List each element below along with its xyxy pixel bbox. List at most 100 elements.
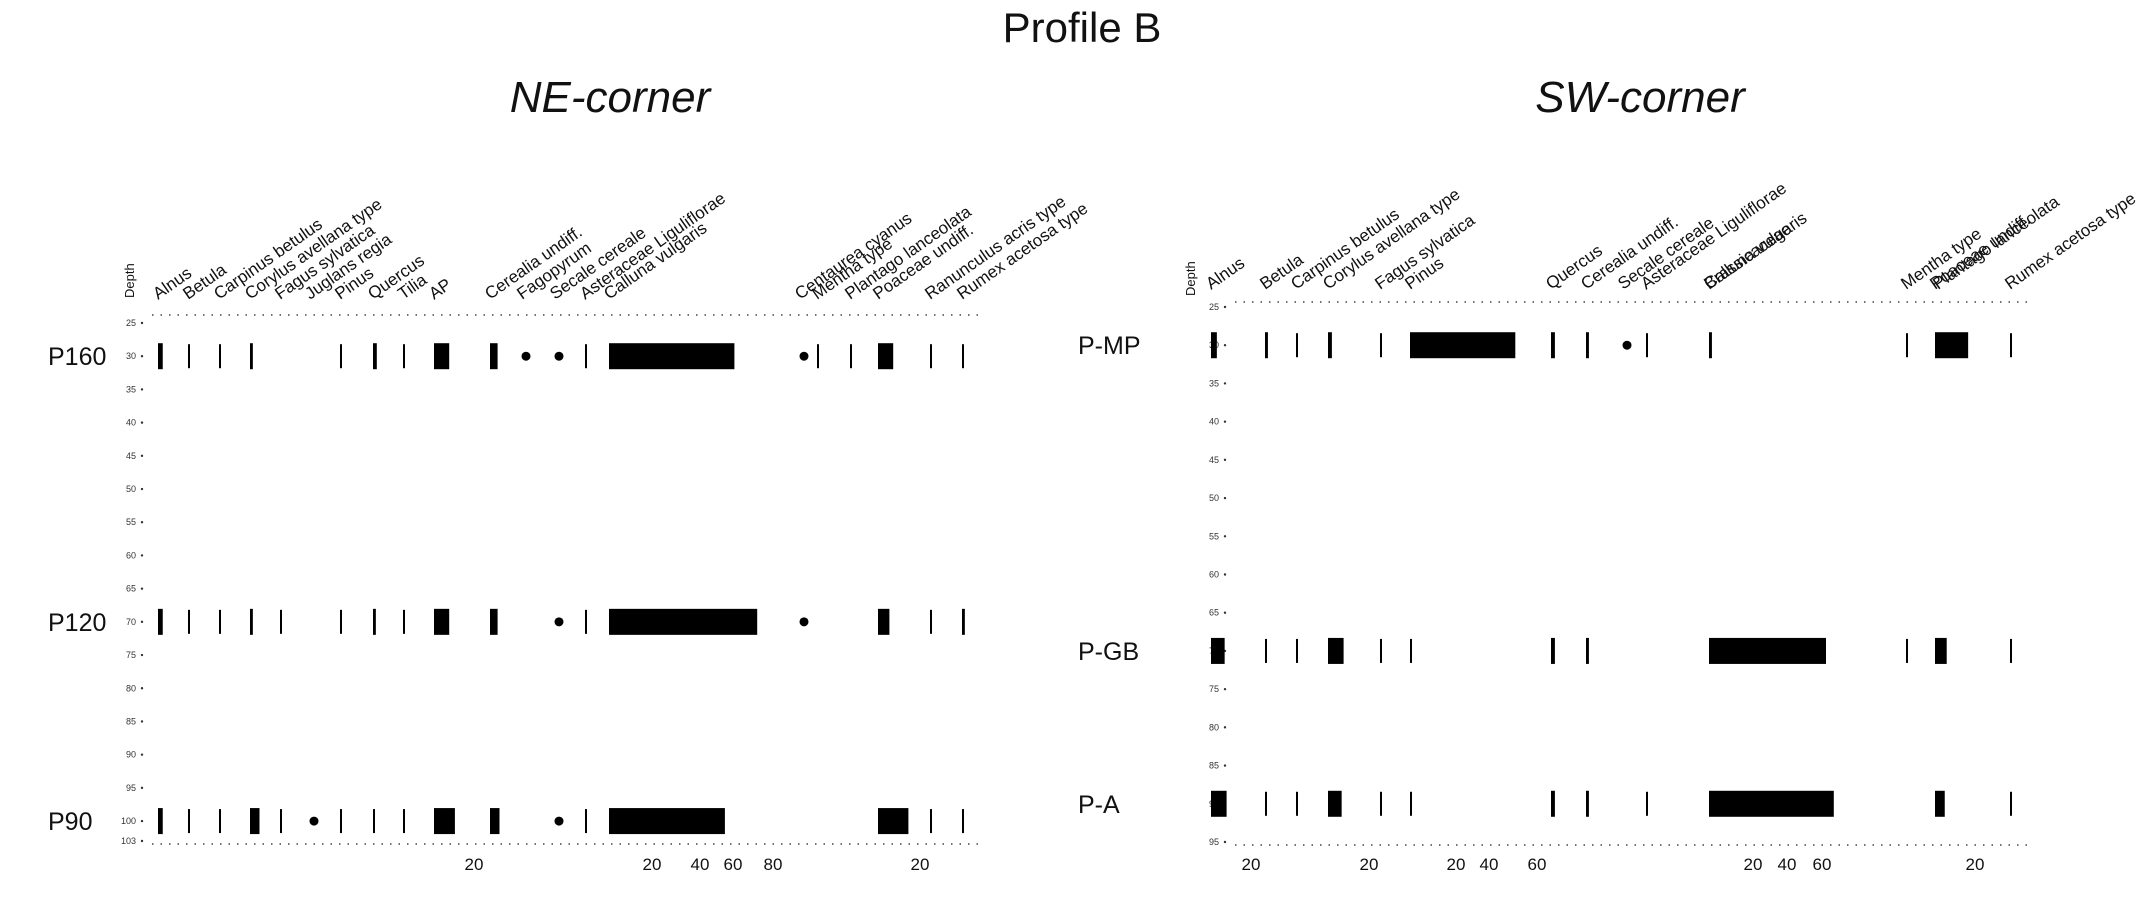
depth-tick-mark: [1223, 611, 1227, 614]
depth-tick-mark: [1223, 764, 1227, 767]
bar-p-mp-fagus-sylvatica: [1380, 333, 1382, 358]
depth-tick-mark: [1223, 382, 1227, 385]
bar-p90-calluna-vulgaris: [609, 808, 725, 835]
bar-p-a-rumex-acetosa-type: [2010, 791, 2012, 816]
ne-corner-panel: Depth 25 30 35 40 45 50 55 60 65 70 75 80 85 90 95 100 10…: [48, 189, 1091, 874]
depth-tick-label: 55: [1209, 531, 1219, 541]
bar-p120-ap: [434, 608, 450, 635]
bar-p160-quercus: [373, 343, 377, 370]
depth-tick-label: 35: [1209, 378, 1219, 388]
scale-label: 60: [724, 855, 743, 874]
bar-p90-juglans-regia-dot: [309, 816, 319, 826]
bar-p-a-cerealia-undiff: [1586, 790, 1589, 817]
depth-tick-mark: [1223, 496, 1227, 500]
depth-tick-label: 75: [126, 650, 136, 660]
depth-tick-label: 95: [1209, 837, 1219, 847]
depth-tick-label: 40: [1209, 417, 1219, 427]
bar-p-gb-mentha-type: [1906, 638, 1908, 663]
depth-axis-label: Depth: [1183, 261, 1198, 296]
bar-p90-poaceae-undiff: [878, 808, 909, 835]
bar-p160-mentha-type: [817, 344, 819, 369]
bar-p-mp-quercus: [1551, 332, 1555, 359]
bar-p90-ap: [434, 808, 455, 835]
depth-tick-mark: [140, 521, 144, 524]
bar-p120-cerealia-undiff: [490, 608, 498, 635]
bar-p-a-pinus: [1410, 791, 1412, 816]
depth-tick-mark: [1223, 573, 1227, 576]
taxon-label-asteraceae-liguliflorae: Asteraceae Liguliflorae: [576, 189, 729, 304]
depth-tick-label: 90: [126, 750, 136, 760]
depth-tick-mark: [140, 753, 144, 756]
depth-tick-label: 50: [126, 484, 136, 494]
depth-tick-mark: [1223, 840, 1227, 844]
bar-p160-cerealia-undiff: [490, 343, 498, 370]
depth-tick-label: 60: [126, 550, 136, 560]
bar-p-mp-carpinus-betulus: [1296, 333, 1298, 358]
bar-p-a-poaceae-undiff: [1935, 790, 1945, 817]
bar-p-a-betula: [1265, 791, 1267, 816]
bar-p-gb-pinus: [1410, 638, 1412, 663]
bar-p90-asteraceae-liguliflorae: [585, 809, 587, 834]
depth-tick-mark: [1223, 726, 1227, 729]
bar-p-mp-secale-cereale-dot: [1622, 340, 1632, 350]
depth-tick-mark: [140, 720, 144, 723]
depth-tick-mark: [140, 687, 144, 690]
bar-p-gb-corylus-avellana-type: [1328, 637, 1344, 664]
bar-p160-tilia: [403, 344, 405, 369]
bar-p90-pinus: [340, 809, 342, 834]
bar-p90-corylus-avellana-type: [250, 808, 260, 835]
depth-tick-mark: [140, 554, 144, 557]
bar-p-mp-cerealia-undiff: [1586, 332, 1589, 359]
bar-p-mp-mentha-type: [1906, 333, 1908, 358]
depth-tick-label: 45: [1209, 455, 1219, 465]
scale-label: 20: [1744, 855, 1763, 874]
scale-label: 60: [1528, 855, 1547, 874]
depth-tick-label: 25: [1209, 302, 1219, 312]
bar-p90-carpinus-betulus: [219, 809, 221, 834]
bar-p90-ranunculus-acris-type: [930, 809, 932, 834]
bar-p-gb-alnus: [1211, 637, 1225, 664]
depth-axis-label: Depth: [122, 263, 137, 298]
taxon-label-alnus: Alnus: [1202, 253, 1248, 293]
bar-p90-fagus-sylvatica: [280, 809, 282, 834]
sample-label-p160: P160: [48, 343, 106, 371]
depth-tick-label: 25: [126, 318, 136, 328]
bar-p120-tilia: [403, 609, 405, 634]
depth-tick-mark: [1223, 420, 1227, 423]
bar-p120-quercus: [373, 608, 376, 635]
bar-p90-quercus: [373, 809, 375, 834]
bar-p90-betula: [188, 809, 190, 834]
bar-p-a-fagus-sylvatica: [1380, 791, 1382, 816]
scale-label: 20: [1447, 855, 1466, 874]
bar-p90-secale-cereale-dot: [554, 816, 564, 826]
bar-p-gb-poaceae-undiff: [1935, 637, 1947, 664]
bar-p160-poaceae-undiff: [878, 343, 894, 370]
bar-p120-corylus-avellana-type: [250, 608, 253, 635]
depth-tick-mark: [1223, 458, 1227, 462]
depth-tick-label: 70: [126, 617, 136, 627]
bar-p160-betula: [188, 344, 190, 369]
depth-tick-label: 45: [126, 451, 136, 461]
depth-tick-label: 75: [1209, 684, 1219, 694]
bar-p-a-calluna-vulgaris: [1709, 790, 1834, 817]
sample-label-p-gb: P-GB: [1078, 638, 1139, 666]
bar-p-gb-quercus: [1551, 637, 1555, 664]
scale-label: 20: [911, 855, 930, 874]
depth-tick-label: 85: [126, 716, 136, 726]
ne-corner-title: NE-corner: [510, 73, 713, 122]
depth-tick-label: 65: [1209, 608, 1219, 618]
sample-label-p90: P90: [48, 808, 92, 836]
bar-p120-ranunculus-acris-type: [930, 609, 932, 634]
depth-tick-mark: [140, 355, 144, 358]
depth-tick-mark: [140, 321, 144, 325]
sw-corner-title: SW-corner: [1535, 73, 1747, 122]
depth-tick-label: 50: [1209, 493, 1219, 503]
figure-title: Profile B: [1003, 4, 1162, 51]
depth-tick-label: 85: [1209, 761, 1219, 771]
scale-label: 20: [1966, 855, 1985, 874]
bar-p120-centaurea-cyanus-dot: [799, 617, 809, 627]
bar-p90-cerealia-undiff: [490, 808, 500, 835]
bar-p160-calluna-vulgaris: [609, 343, 735, 370]
sample-label-p-mp: P-MP: [1078, 332, 1141, 360]
depth-tick-mark: [140, 819, 144, 823]
